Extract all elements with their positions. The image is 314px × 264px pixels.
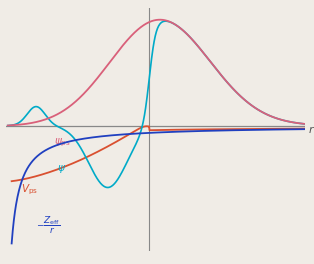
Text: $\psi$: $\psi$ [57,163,66,175]
Text: $V_{\mathrm{ps}}$: $V_{\mathrm{ps}}$ [21,183,38,197]
Text: $-\dfrac{Z_{\mathrm{eff}}}{r}$: $-\dfrac{Z_{\mathrm{eff}}}{r}$ [36,215,60,236]
Text: $r$: $r$ [308,124,314,135]
Text: $\psi_{\mathrm{ps}}$: $\psi_{\mathrm{ps}}$ [54,136,71,149]
